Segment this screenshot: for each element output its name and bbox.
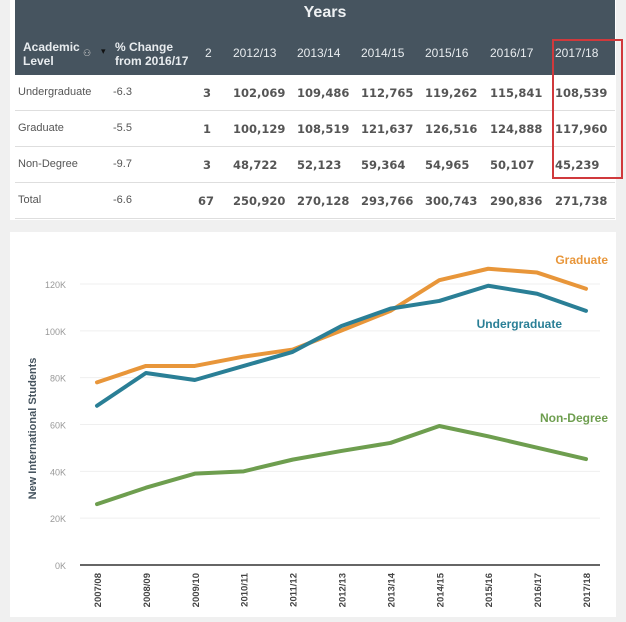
x-tick-label: 2008/09: [142, 573, 153, 607]
x-tick-label: 2017/18: [582, 573, 593, 607]
x-tick-label: 2015/16: [484, 573, 495, 607]
row-level: Undergraduate: [18, 86, 91, 98]
header-year[interactable]: 2016/17: [490, 46, 533, 60]
row-change: -5.5: [113, 122, 132, 134]
highlight-box-2017-18: [552, 39, 623, 179]
row-count: 3: [203, 158, 211, 172]
row-value: 270,128: [297, 194, 349, 208]
row-value: 102,069: [233, 86, 285, 100]
x-tick-label: 2014/15: [435, 572, 446, 607]
y-tick-label: 0K: [55, 561, 66, 571]
series-line-non-degree: [97, 426, 586, 504]
header-year[interactable]: 2014/15: [361, 46, 404, 60]
series-line-undergraduate: [97, 286, 586, 406]
row-value: 250,920: [233, 194, 285, 208]
x-tick-label: 2013/14: [386, 572, 397, 607]
table-header: Years Academic Level ⚇ ▾ % Change from 2…: [15, 0, 615, 75]
header-year[interactable]: 2013/14: [297, 46, 340, 60]
row-value: 108,519: [297, 122, 349, 136]
table-row: Non-Degree -9.7 3 48,722 52,123 59,364 54,965 5…: [15, 148, 615, 183]
data-table: Years Academic Level ⚇ ▾ % Change from 2…: [10, 0, 616, 220]
row-level: Non-Degree: [18, 158, 78, 170]
y-tick-label: 80K: [50, 374, 66, 384]
row-change: -9.7: [113, 158, 132, 170]
table-row: Undergraduate -6.3 3 102,069 109,486 112,765 1…: [15, 76, 615, 111]
group-icon[interactable]: ⚇: [83, 48, 91, 59]
row-value: 109,486: [297, 86, 349, 100]
row-value: 126,516: [425, 122, 477, 136]
x-tick-label: 2012/13: [338, 573, 349, 607]
row-count: 67: [198, 194, 214, 208]
row-change: -6.3: [113, 86, 132, 98]
line-chart: 0K 20K 40K 60K 80K 100K 120K 2007/08 2008/09 2009…: [10, 232, 616, 617]
series-label: Undergraduate: [477, 317, 563, 331]
row-value: 271,738: [555, 194, 607, 208]
y-tick-label: 100K: [45, 327, 66, 337]
row-count: 3: [203, 86, 211, 100]
x-tick-label: 2007/08: [93, 573, 104, 607]
row-value: 50,107: [490, 158, 534, 172]
chart-panel: 0K 20K 40K 60K 80K 100K 120K 2007/08 2008/09 2009…: [10, 232, 616, 617]
x-tick-label: 2016/17: [533, 573, 544, 607]
y-tick-label: 40K: [50, 467, 66, 477]
row-value: 48,722: [233, 158, 277, 172]
table-row: Graduate -5.5 1 100,129 108,519 121,637 126,51…: [15, 112, 615, 147]
table-row: Total -6.6 67 250,920 270,128 293,766 300,743 2…: [15, 184, 615, 219]
y-axis-title: New International Students: [27, 358, 39, 500]
x-tick-label: 2010/11: [240, 572, 251, 607]
header-count[interactable]: 2: [205, 46, 212, 60]
row-value: 112,765: [361, 86, 413, 100]
y-tick-label: 60K: [50, 421, 66, 431]
row-change: -6.6: [113, 194, 132, 206]
row-value: 121,637: [361, 122, 413, 136]
row-count: 1: [203, 122, 211, 136]
row-level: Total: [18, 194, 41, 206]
x-tick-label: 2009/10: [191, 573, 202, 607]
row-level: Graduate: [18, 122, 64, 134]
years-title: Years: [15, 4, 615, 22]
header-percent-change[interactable]: % Change from 2016/17: [115, 40, 188, 68]
row-value: 115,841: [490, 86, 542, 100]
header-academic-level[interactable]: Academic Level: [23, 40, 80, 68]
row-value: 290,836: [490, 194, 542, 208]
row-value: 119,262: [425, 86, 477, 100]
x-tick-label: 2011/12: [289, 573, 300, 607]
row-value: 100,129: [233, 122, 285, 136]
sort-icon[interactable]: ▾: [101, 46, 106, 57]
row-value: 300,743: [425, 194, 477, 208]
header-year[interactable]: 2012/13: [233, 46, 276, 60]
row-value: 124,888: [490, 122, 542, 136]
y-tick-label: 20K: [50, 514, 66, 524]
row-value: 52,123: [297, 158, 341, 172]
series-label: Non-Degree: [540, 411, 608, 425]
row-value: 54,965: [425, 158, 469, 172]
series-label: Graduate: [555, 253, 608, 267]
header-year[interactable]: 2015/16: [425, 46, 468, 60]
y-tick-label: 120K: [45, 280, 66, 290]
row-value: 293,766: [361, 194, 413, 208]
row-value: 59,364: [361, 158, 405, 172]
